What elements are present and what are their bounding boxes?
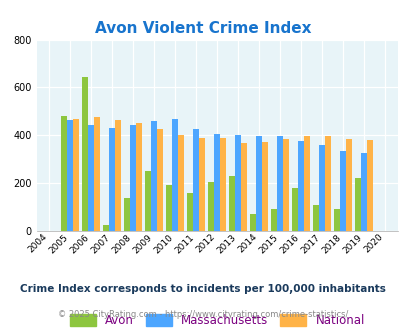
Bar — [354, 178, 360, 231]
Bar — [214, 134, 220, 231]
Bar — [166, 185, 172, 231]
Bar — [366, 140, 372, 231]
Bar — [115, 119, 121, 231]
Bar — [198, 138, 205, 231]
Bar — [229, 177, 234, 231]
Bar — [292, 188, 298, 231]
Bar — [360, 153, 366, 231]
Legend: Avon, Massachusetts, National: Avon, Massachusetts, National — [65, 310, 369, 330]
Bar — [313, 205, 318, 231]
Bar — [82, 77, 88, 231]
Bar — [282, 139, 288, 231]
Bar — [234, 135, 241, 231]
Bar — [88, 125, 94, 231]
Bar — [157, 129, 162, 231]
Bar — [345, 139, 351, 231]
Bar — [187, 193, 193, 231]
Text: Crime Index corresponds to incidents per 100,000 inhabitants: Crime Index corresponds to incidents per… — [20, 284, 385, 294]
Bar — [73, 119, 79, 231]
Bar — [303, 136, 309, 231]
Text: Avon Violent Crime Index: Avon Violent Crime Index — [94, 21, 311, 36]
Bar — [109, 128, 115, 231]
Bar — [262, 142, 267, 231]
Bar — [241, 143, 246, 231]
Bar — [151, 121, 157, 231]
Bar — [334, 210, 339, 231]
Bar — [67, 120, 73, 231]
Bar — [298, 141, 303, 231]
Bar — [271, 209, 277, 231]
Bar — [250, 214, 256, 231]
Bar — [318, 145, 324, 231]
Bar — [220, 138, 226, 231]
Bar — [277, 136, 282, 231]
Bar — [208, 182, 214, 231]
Bar — [94, 117, 100, 231]
Bar — [145, 171, 151, 231]
Bar — [130, 125, 136, 231]
Bar — [339, 151, 345, 231]
Bar — [172, 119, 178, 231]
Bar — [193, 129, 198, 231]
Bar — [61, 116, 67, 231]
Text: © 2025 CityRating.com - https://www.cityrating.com/crime-statistics/: © 2025 CityRating.com - https://www.city… — [58, 310, 347, 319]
Bar — [103, 225, 109, 231]
Bar — [256, 136, 262, 231]
Bar — [124, 197, 130, 231]
Bar — [136, 123, 142, 231]
Bar — [324, 136, 330, 231]
Bar — [178, 135, 183, 231]
